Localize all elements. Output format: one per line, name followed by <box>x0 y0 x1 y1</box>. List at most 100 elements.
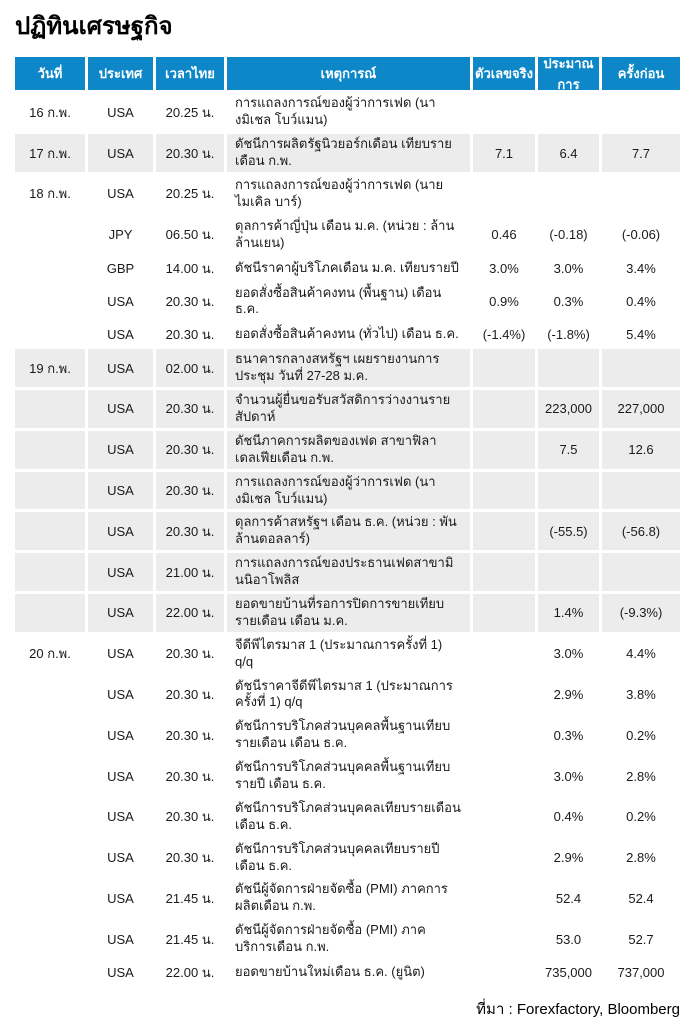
cell-event: การแถลงการณ์ของประธานเฟดสาขามินนิอาโพลิส <box>227 553 470 591</box>
cell-actual <box>473 430 535 469</box>
cell-actual <box>473 593 535 632</box>
cell-event: ยอดสั่งซื้อสินค้าคงทน (ทั่วไป) เดือน ธ.ค… <box>235 326 459 342</box>
cell-time: 20.30 น. <box>165 850 215 866</box>
cell-previous: (-9.3%) <box>602 593 680 632</box>
cell-date <box>15 430 85 469</box>
cell-time: 20.30 น. <box>165 809 215 825</box>
cell-event: ดัชนีการบริโภคส่วนบุคคลพื้นฐานเทียบรายเด… <box>235 718 451 751</box>
cell-previous: 5.4% <box>626 327 656 343</box>
source-note: ที่มา : Forexfactory, Bloomberg <box>476 1001 680 1019</box>
cell-actual <box>473 390 535 428</box>
cell-time: 20.30 น. <box>165 727 215 743</box>
cell-actual <box>473 920 535 958</box>
cell-date <box>15 553 85 591</box>
cell-event: ดัชนีราคาจีดีพีไตรมาส 1 (ประมาณการครั้งท… <box>235 677 453 710</box>
cell-event: ดัชนีการบริโภคส่วนบุคคลเทียบรายเดือน เดื… <box>235 799 461 832</box>
cell-date: 17 ก.พ. <box>15 134 85 172</box>
cell-forecast: (-0.18) <box>549 227 588 243</box>
table-row: USA 21.45 น. ดัชนีผู้จัดการฝ่ายจัดซื้อ (… <box>15 879 680 917</box>
cell-event: ดัชนีการผลิตรัฐนิวยอร์กเดือน เทียบรายเดื… <box>227 134 470 172</box>
cell-country: USA <box>88 134 153 172</box>
cell-forecast: 7.5 <box>538 430 599 469</box>
cell-forecast: 3.0% <box>553 768 584 784</box>
cell-event: ดัชนีภาคการผลิตของเฟด สาขาฟิลาเดลเฟียเดื… <box>227 430 470 469</box>
cell-date <box>15 216 85 254</box>
cell-forecast: 0.4% <box>553 809 584 825</box>
cell-event: การแถลงการณ์ของผู้ว่าการเฟด (นายไมเคิล บ… <box>235 176 444 209</box>
cell-country: USA <box>107 186 134 202</box>
cell-country: USA <box>107 646 134 662</box>
table-row: USA 21.45 น. ดัชนีผู้จัดการฝ่ายจัดซื้อ (… <box>15 920 680 958</box>
table-row: 17 ก.พ. USA 20.30 น. ดัชนีการผลิตรัฐนิวย… <box>15 134 680 172</box>
cell-previous: 12.6 <box>602 430 680 469</box>
cell-country: USA <box>107 809 134 825</box>
cell-actual <box>473 471 535 510</box>
table-row: 20 ก.พ. USA 20.30 น. จีดีพีไตรมาส 1 (ประ… <box>15 635 680 673</box>
cell-previous: 0.4% <box>626 293 656 309</box>
cell-previous <box>602 471 680 510</box>
cell-date <box>15 757 85 795</box>
table-row: USA 20.30 น. ดัชนีการบริโภคส่วนบุคคลพื้น… <box>15 757 680 795</box>
cell-country: USA <box>88 512 153 551</box>
cell-event: ดุลการค้าญี่ปุ่น เดือน ม.ค. (หน่วย : ล้า… <box>235 217 455 250</box>
column-header-previous: ครั้งก่อน <box>602 57 680 91</box>
table-row: USA 22.00 น. ยอดขายบ้านใหม่เดือน ธ.ค. (ย… <box>15 961 680 984</box>
cell-event: ดัชนีผู้จัดการฝ่ายจัดซื้อ (PMI) ภาคการผล… <box>235 881 448 914</box>
cell-country: USA <box>88 430 153 469</box>
cell-actual <box>473 757 535 795</box>
table-row: 19 ก.พ. USA 02.00 น. ธนาคารกลางสหรัฐฯ เผ… <box>15 349 680 388</box>
economic-calendar-table: วันที่ ประเทศ เวลาไทย เหตุการณ์ ตัวเลขจริง ปร… <box>15 56 680 984</box>
economic-calendar-page: ปฏิทินเศรษฐกิจ วันที่ ประเทศ เวลาไทย เหตุกา… <box>0 13 695 1021</box>
cell-event: จีดีพีไตรมาส 1 (ประมาณการครั้งที่ 1) q/q <box>235 636 443 669</box>
table-row: USA 20.30 น. ยอดสั่งซื้อสินค้าคงทน (พื้น… <box>15 283 680 321</box>
cell-actual <box>473 879 535 917</box>
cell-previous: 2.8% <box>626 768 656 784</box>
cell-date <box>15 798 85 836</box>
cell-time: 20.30 น. <box>165 646 215 662</box>
column-header-event: เหตุการณ์ <box>227 57 470 91</box>
cell-previous <box>602 349 680 388</box>
cell-time: 21.00 น. <box>156 553 224 591</box>
cell-time: 20.30 น. <box>165 293 215 309</box>
cell-actual <box>473 798 535 836</box>
cell-time: 14.00 น. <box>165 260 215 276</box>
cell-country: USA <box>107 293 134 309</box>
cell-previous: 3.8% <box>626 686 656 702</box>
cell-country: GBP <box>106 260 135 276</box>
cell-forecast: 735,000 <box>545 965 592 981</box>
cell-actual <box>473 175 535 213</box>
cell-event: ดัชนีการบริโภคส่วนบุคคลเทียบรายปี เดือน … <box>235 840 440 873</box>
cell-date <box>15 920 85 958</box>
cell-forecast: 53.0 <box>555 931 582 947</box>
cell-date <box>15 390 85 428</box>
column-header-country: ประเทศ <box>88 57 153 91</box>
cell-time: 20.30 น. <box>165 768 215 784</box>
cell-forecast: 223,000 <box>538 390 599 428</box>
cell-actual <box>473 716 535 754</box>
cell-date: 19 ก.พ. <box>15 349 85 388</box>
cell-time: 20.30 น. <box>156 430 224 469</box>
cell-forecast: 0.3% <box>553 727 584 743</box>
cell-event: จำนวนผู้ยื่นขอรับสวัสดิการว่างงานรายสัปด… <box>227 390 470 428</box>
cell-date: 20 ก.พ. <box>29 646 71 662</box>
cell-time: 22.00 น. <box>156 593 224 632</box>
cell-previous: 737,000 <box>617 965 665 981</box>
table-row: USA 20.30 น. จำนวนผู้ยื่นขอรับสวัสดิการว… <box>15 390 680 428</box>
cell-event: ดัชนีการบริโภคส่วนบุคคลพื้นฐานเทียบรายปี… <box>235 759 451 791</box>
cell-event: ดัชนีราคาผู้บริโภคเดือน ม.ค. เทียบรายปี <box>235 259 459 275</box>
cell-country: JPY <box>108 227 133 243</box>
cell-date: 16 ก.พ. <box>29 104 71 120</box>
cell-previous <box>602 175 680 213</box>
cell-time: 22.00 น. <box>165 965 215 981</box>
cell-actual <box>473 676 535 714</box>
table-row: USA 21.00 น. การแถลงการณ์ของประธานเฟดสาข… <box>15 553 680 591</box>
cell-event: การแถลงการณ์ของผู้ว่าการเฟด (นางมิเชล โบ… <box>235 95 436 128</box>
cell-actual: (-1.4%) <box>482 327 526 343</box>
cell-actual <box>473 839 535 877</box>
cell-previous: 227,000 <box>602 390 680 428</box>
cell-country: USA <box>107 931 134 947</box>
cell-country: USA <box>107 686 134 702</box>
cell-previous: 7.7 <box>602 134 680 172</box>
cell-country: USA <box>88 553 153 591</box>
cell-actual <box>473 93 535 131</box>
